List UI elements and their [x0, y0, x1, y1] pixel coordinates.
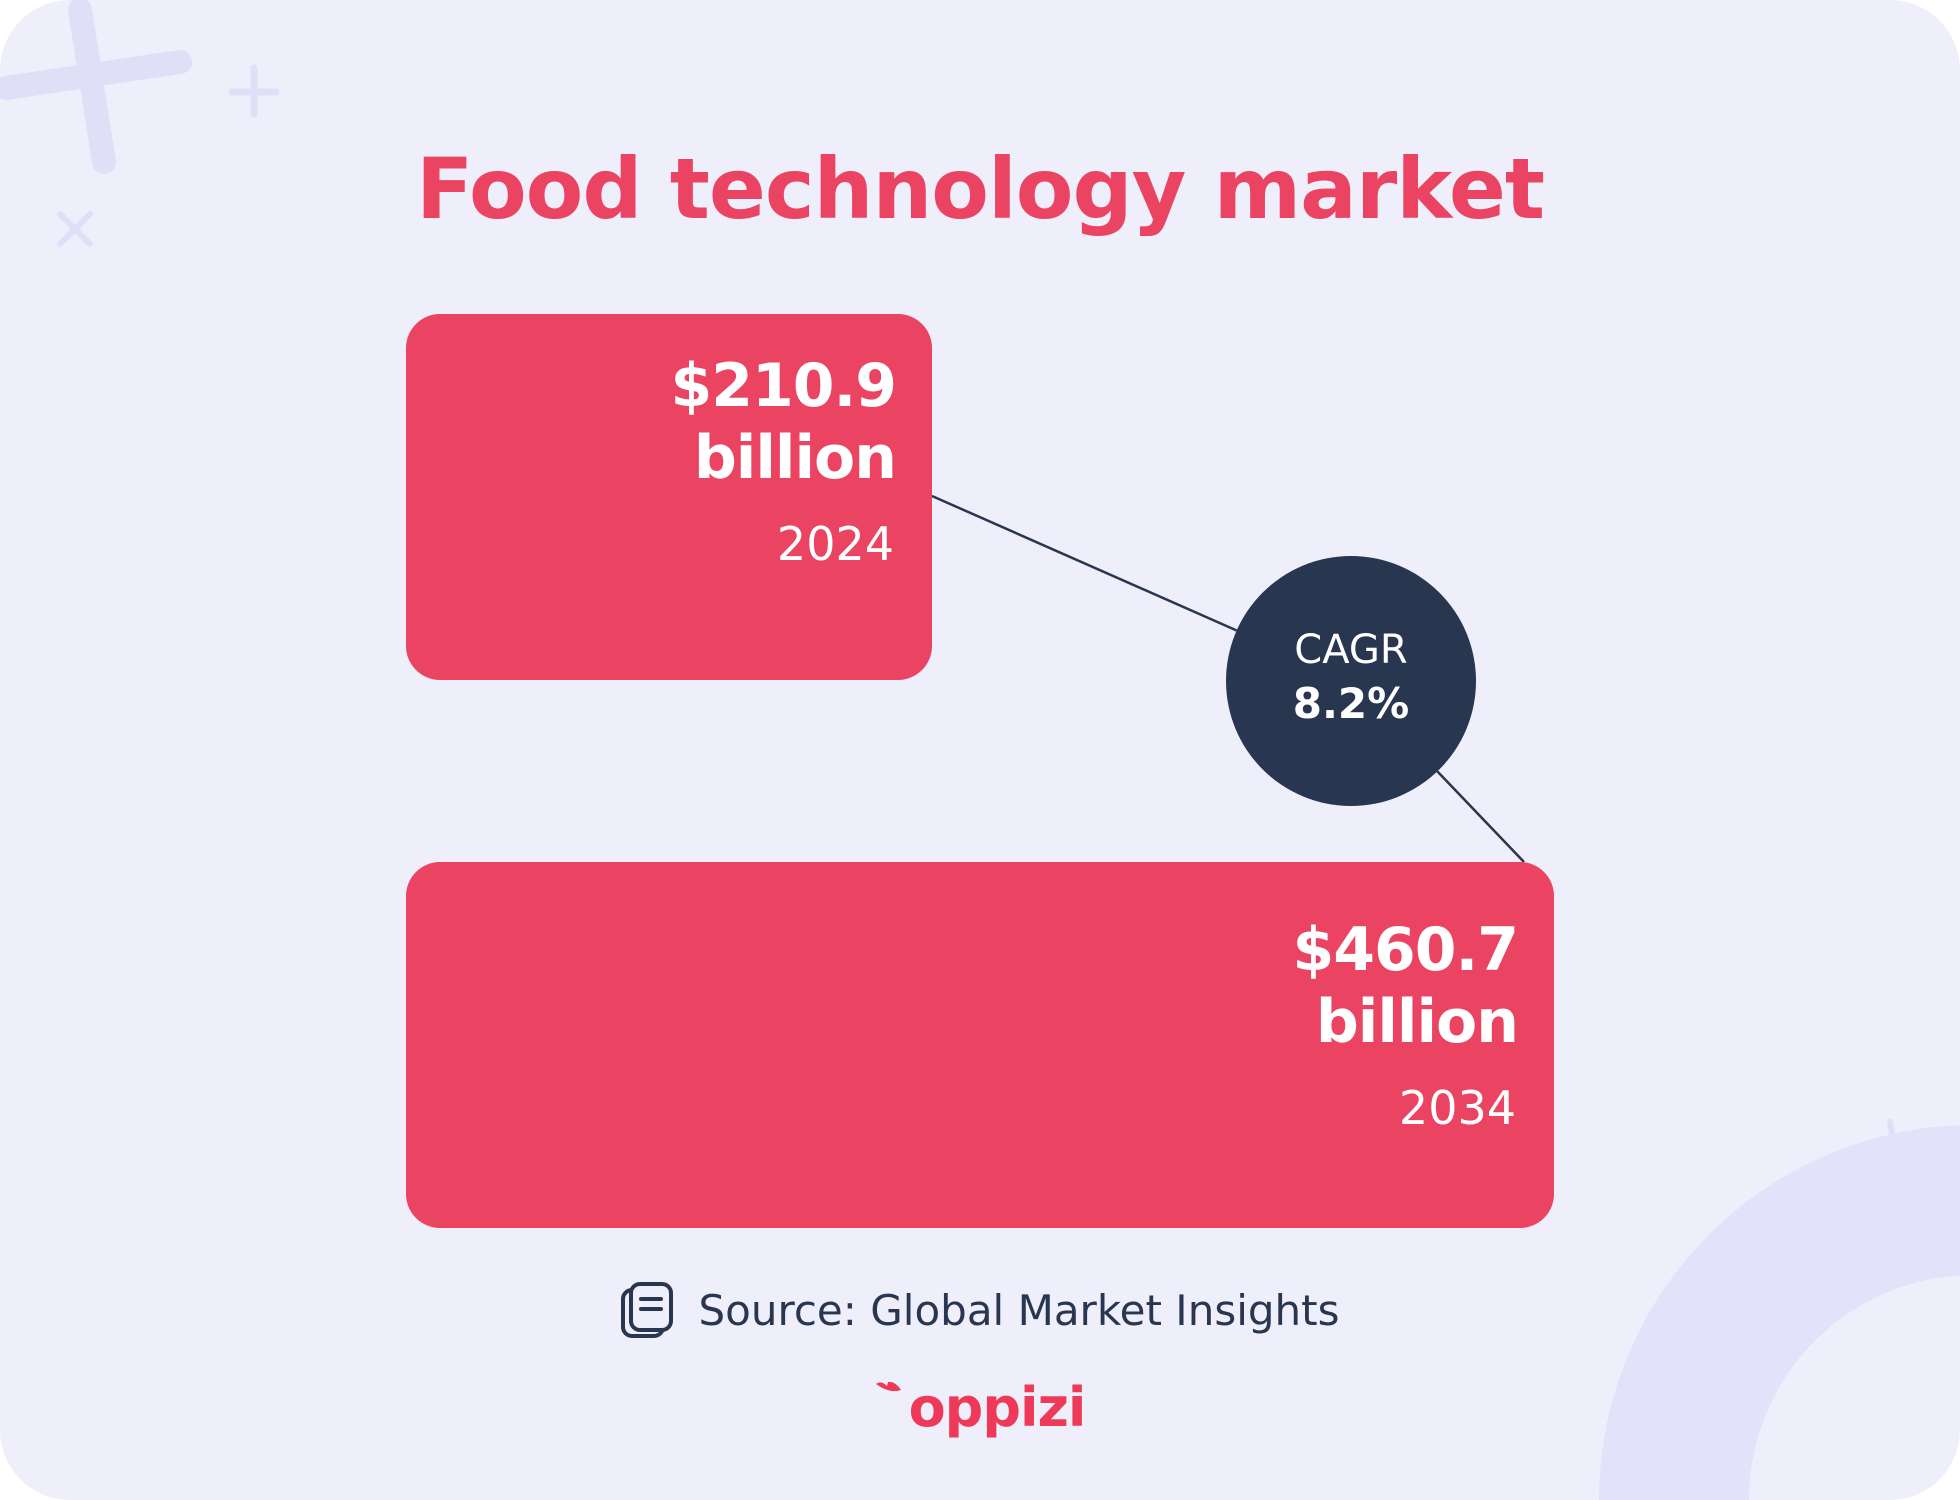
logo-mark-icon	[875, 1381, 901, 1392]
cross-decoration	[57, 211, 93, 247]
brand-logo-inner: oppizi	[875, 1378, 1086, 1438]
plus-decoration-small	[228, 64, 280, 118]
chart-title: Food technology market	[416, 140, 1545, 238]
bar-value-2024: $210.9 billion	[670, 350, 897, 494]
cagr-label: CAGR	[1294, 627, 1408, 673]
plus-decoration-large	[0, 0, 192, 174]
brand-name: oppizi	[908, 1376, 1087, 1439]
cagr-value: 8.2%	[1292, 679, 1410, 728]
brand-logo: oppizi	[0, 1378, 1960, 1438]
bar-value-amount-2034: $460.7	[1292, 915, 1519, 985]
cagr-badge: CAGR 8.2%	[1226, 556, 1476, 806]
bar-2024: $210.9 billion 2024	[406, 314, 932, 680]
bar-value-unit-2024: billion	[693, 423, 897, 493]
source-line: Source: Global Market Insights	[0, 1278, 1960, 1342]
document-icon	[620, 1282, 673, 1338]
bar-2034: $460.7 billion 2034	[406, 862, 1554, 1228]
connector-line-bottom	[1436, 770, 1525, 863]
bar-label-2034: $460.7 billion 2034	[1292, 914, 1519, 1136]
source-text: Source: Global Market Insights	[698, 1285, 1340, 1335]
ring-decoration	[1599, 1125, 1960, 1500]
bar-value-amount-2024: $210.9	[670, 351, 897, 421]
bar-year-2024: 2024	[776, 517, 894, 571]
bar-value-unit-2034: billion	[1315, 987, 1519, 1057]
bar-value-2034: $460.7 billion	[1292, 914, 1519, 1058]
connector-line-top	[931, 494, 1238, 632]
bar-label-2024: $210.9 billion 2024	[670, 350, 897, 572]
bar-year-2034: 2034	[1398, 1081, 1516, 1135]
